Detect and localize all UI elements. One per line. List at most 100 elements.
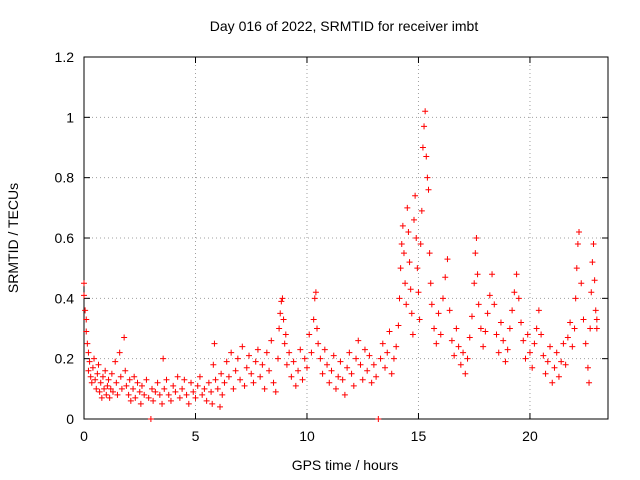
data-point — [540, 352, 547, 359]
data-point — [167, 397, 174, 404]
x-tick-label: 20 — [522, 428, 538, 444]
data-point — [210, 361, 217, 368]
data-point — [113, 379, 120, 386]
data-point — [214, 385, 221, 392]
data-point — [593, 316, 600, 323]
x-tick-label: 15 — [411, 428, 427, 444]
data-point — [172, 388, 179, 395]
data-point — [589, 259, 596, 266]
data-point — [582, 340, 589, 347]
data-point — [194, 382, 201, 389]
data-point — [259, 361, 266, 368]
data-point — [248, 370, 255, 377]
data-point — [504, 346, 511, 353]
data-point — [341, 391, 348, 398]
data-point — [425, 186, 432, 193]
data-point — [288, 373, 295, 380]
data-point — [531, 340, 538, 347]
data-point — [315, 340, 322, 347]
data-point — [176, 394, 183, 401]
data-point — [121, 334, 128, 341]
data-point — [328, 367, 335, 374]
data-point — [281, 340, 288, 347]
data-point — [437, 331, 444, 338]
data-point — [442, 274, 449, 281]
data-point — [473, 235, 480, 241]
data-point — [486, 292, 493, 299]
data-point — [97, 379, 104, 386]
y-axis-label: SRMTID / TECUs — [5, 183, 21, 293]
data-point — [306, 331, 313, 338]
y-tick-label: 1.2 — [55, 49, 75, 65]
y-tick-label: 0.6 — [55, 230, 75, 246]
data-point — [252, 358, 259, 365]
data-point — [446, 307, 453, 314]
data-point — [280, 316, 287, 323]
data-point — [108, 370, 115, 377]
data-point — [83, 328, 90, 335]
data-point — [279, 295, 286, 302]
data-point — [107, 385, 114, 392]
data-point — [99, 373, 106, 380]
data-point — [112, 358, 119, 365]
data-point — [181, 376, 188, 383]
data-point — [421, 123, 428, 130]
data-point — [85, 367, 92, 374]
data-point — [150, 397, 157, 404]
data-point — [324, 361, 331, 368]
data-point — [161, 385, 168, 392]
data-point — [399, 222, 406, 229]
data-point — [413, 235, 420, 241]
data-point — [377, 355, 384, 362]
data-point — [159, 400, 166, 407]
data-point — [418, 207, 425, 214]
data-point — [136, 388, 143, 395]
data-point — [314, 325, 321, 332]
data-point — [337, 358, 344, 365]
data-point — [308, 349, 315, 356]
data-point — [477, 325, 484, 332]
y-tick-label: 0 — [66, 411, 74, 427]
data-point — [102, 367, 109, 374]
data-point — [500, 337, 507, 344]
data-point — [270, 379, 277, 386]
data-point — [468, 313, 475, 320]
data-point — [241, 382, 248, 389]
data-point — [460, 349, 467, 356]
data-point — [591, 277, 598, 284]
data-point — [357, 361, 364, 368]
data-point — [188, 379, 195, 386]
data-point — [183, 391, 190, 398]
data-point — [211, 340, 218, 347]
data-point — [239, 343, 246, 350]
data-point — [403, 301, 410, 308]
data-point — [141, 391, 148, 398]
data-point — [555, 373, 562, 380]
data-point — [317, 355, 324, 362]
data-point — [529, 364, 536, 371]
data-point — [553, 349, 560, 356]
data-point — [237, 376, 244, 383]
data-point — [223, 358, 230, 365]
data-point — [278, 298, 285, 305]
data-point — [424, 174, 431, 181]
data-point — [250, 379, 257, 386]
data-point — [562, 361, 569, 368]
data-point — [593, 325, 600, 332]
data-point — [219, 391, 226, 398]
chart-title: Day 016 of 2022, SRMTID for receiver imb… — [210, 18, 479, 34]
data-point — [364, 367, 371, 374]
data-point — [130, 385, 137, 392]
data-point — [179, 385, 186, 392]
x-tick-label: 5 — [192, 428, 200, 444]
data-point — [535, 307, 542, 314]
data-point — [462, 370, 469, 377]
data-point — [276, 325, 283, 332]
data-point — [542, 370, 549, 377]
data-point — [409, 331, 416, 338]
data-point — [93, 385, 100, 392]
data-point — [283, 361, 290, 368]
data-point — [396, 295, 403, 302]
data-point — [123, 382, 130, 389]
data-point — [201, 385, 208, 392]
